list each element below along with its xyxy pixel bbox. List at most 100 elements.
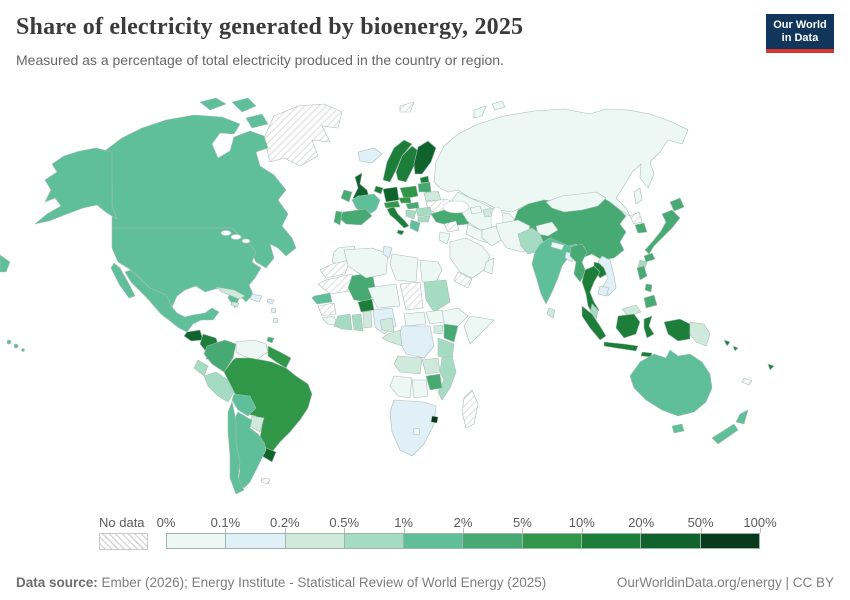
country-iceland[interactable] <box>357 147 383 164</box>
country-niger[interactable] <box>367 283 401 309</box>
country-latvia-lithuania[interactable] <box>417 181 432 193</box>
country-canada-arctic[interactable] <box>199 97 269 129</box>
country-somalia[interactable] <box>463 315 495 345</box>
country-saudi-arabia[interactable] <box>449 237 491 279</box>
country-oman[interactable] <box>483 257 495 275</box>
country-mexico[interactable] <box>124 269 220 333</box>
country-indonesia-java[interactable] <box>603 341 639 352</box>
country-australia-tasmania[interactable] <box>671 423 685 434</box>
country-south-africa[interactable] <box>389 399 437 457</box>
country-usa-hawaii[interactable] <box>21 348 25 352</box>
country-venezuela[interactable] <box>235 339 269 361</box>
country-indonesia-sulawesi[interactable] <box>643 315 655 339</box>
country-trinidad[interactable] <box>266 336 275 344</box>
legend-bin-0[interactable] <box>166 533 226 549</box>
country-caucasus[interactable] <box>469 205 483 215</box>
country-indonesia-sumatra[interactable] <box>581 305 607 341</box>
country-egypt[interactable] <box>419 259 443 283</box>
owid-link[interactable]: OurWorldinData.org/energy <box>616 575 782 590</box>
country-zambia[interactable] <box>421 357 441 375</box>
country-spain[interactable] <box>338 208 373 226</box>
country-cuba[interactable] <box>215 286 246 300</box>
country-philippines-mindanao[interactable] <box>643 294 658 309</box>
country-guinea[interactable] <box>317 302 337 317</box>
country-benelux[interactable] <box>373 185 384 195</box>
legend-bin-6[interactable] <box>521 533 582 549</box>
legend-bin-5[interactable] <box>462 533 522 549</box>
country-bolivia[interactable] <box>231 393 257 417</box>
country-peru[interactable] <box>203 371 235 403</box>
country-angola[interactable] <box>393 355 423 375</box>
country-thailand[interactable] <box>581 265 601 317</box>
country-iraq[interactable] <box>481 225 502 247</box>
country-italy[interactable] <box>386 206 410 229</box>
country-finland[interactable] <box>413 140 437 175</box>
country-ecuador[interactable] <box>193 359 209 377</box>
country-guatemala[interactable] <box>183 329 204 342</box>
country-yemen[interactable] <box>453 271 473 289</box>
country-russia[interactable] <box>433 108 689 217</box>
country-burkina-faso[interactable] <box>357 298 375 313</box>
country-madagascar[interactable] <box>461 389 479 429</box>
legend-bin-4[interactable] <box>403 533 463 549</box>
country-usa-hawaii[interactable] <box>13 343 19 349</box>
country-south-korea[interactable] <box>634 222 648 234</box>
country-ivory-coast[interactable] <box>333 313 353 331</box>
country-balkans[interactable] <box>405 209 417 220</box>
sakhalin-island[interactable] <box>633 187 643 205</box>
country-chile[interactable] <box>227 401 245 495</box>
country-norway[interactable] <box>382 139 413 183</box>
country-ireland[interactable] <box>340 189 353 203</box>
country-canada[interactable] <box>99 114 297 269</box>
country-colombia[interactable] <box>203 339 237 373</box>
country-congo-gabon[interactable] <box>381 329 403 347</box>
country-sudan[interactable] <box>423 279 451 313</box>
country-kenya[interactable] <box>443 323 459 343</box>
legend-bin-8[interactable] <box>640 533 700 549</box>
country-namibia[interactable] <box>389 375 413 399</box>
country-syria[interactable] <box>443 220 460 233</box>
country-usa-hawaii[interactable] <box>6 339 12 345</box>
country-italy-sicily[interactable] <box>396 229 405 236</box>
country-france[interactable] <box>351 193 381 217</box>
country-japan-honshu[interactable] <box>644 209 681 255</box>
country-togo-benin[interactable] <box>362 310 373 329</box>
country-mexico-baja[interactable] <box>110 262 136 299</box>
country-greece[interactable] <box>409 219 421 233</box>
novaya-zemlya-islands[interactable] <box>473 100 506 119</box>
country-new-caledonia[interactable] <box>741 377 753 386</box>
country-bulgaria[interactable] <box>417 215 431 223</box>
legend-bin-7[interactable] <box>581 533 641 549</box>
country-drc[interactable] <box>397 325 435 359</box>
country-indonesia-papua[interactable] <box>663 318 691 342</box>
country-philippines-visayas[interactable] <box>644 283 653 293</box>
country-malaysia-borneo[interactable] <box>621 304 642 317</box>
country-eswatini[interactable] <box>430 415 439 424</box>
owid-logo[interactable]: Our World in Data <box>766 14 834 53</box>
country-mauritania[interactable] <box>317 273 357 295</box>
country-botswana[interactable] <box>411 379 429 399</box>
lesser-antilles[interactable] <box>270 307 279 324</box>
country-chad[interactable] <box>399 281 424 311</box>
country-zimbabwe[interactable] <box>425 373 443 391</box>
country-falklands[interactable] <box>260 477 271 485</box>
country-north-korea[interactable] <box>629 211 643 225</box>
country-switzerland-austria[interactable] <box>383 200 401 209</box>
country-solomon-islands[interactable] <box>723 339 739 352</box>
country-south-sudan[interactable] <box>425 309 445 325</box>
country-senegal[interactable] <box>311 292 333 305</box>
svalbard-islands[interactable] <box>399 101 415 113</box>
country-israel-jordan[interactable] <box>438 231 451 245</box>
country-uganda[interactable] <box>433 324 444 335</box>
country-hispaniola[interactable] <box>249 293 263 303</box>
country-japan-hokkaido[interactable] <box>669 197 685 212</box>
country-australia[interactable] <box>629 349 713 417</box>
country-sri-lanka[interactable] <box>546 307 556 319</box>
country-indonesia-kalimantan[interactable] <box>615 313 641 339</box>
country-tunisia[interactable] <box>382 245 393 259</box>
country-poland[interactable] <box>399 185 419 200</box>
country-hungary[interactable] <box>405 201 420 210</box>
country-portugal[interactable] <box>333 210 343 226</box>
country-lesotho[interactable] <box>412 427 421 436</box>
country-greenland[interactable] <box>263 103 343 167</box>
